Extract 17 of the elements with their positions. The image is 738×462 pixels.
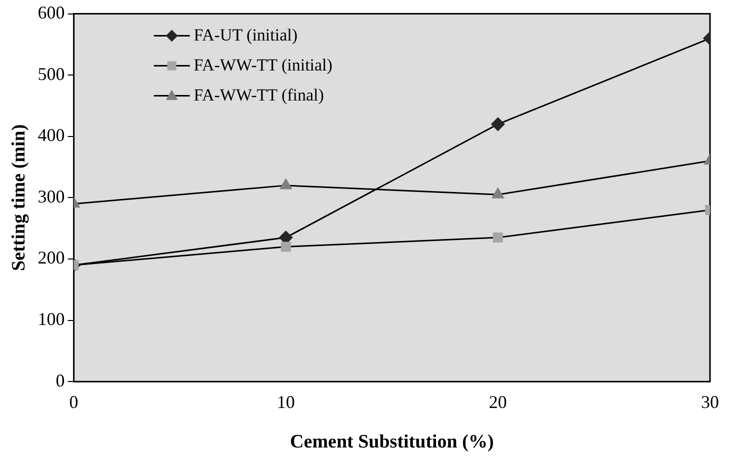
- y-tick-label: 600: [38, 2, 65, 23]
- x-tick-label: 20: [488, 392, 507, 412]
- y-tick-label: 400: [38, 125, 65, 146]
- y-tick-label: 100: [38, 309, 65, 330]
- x-tick-label: 30: [701, 392, 719, 412]
- x-tick-label: 0: [69, 392, 78, 412]
- x-axis-title: Cement Substitution (%): [290, 432, 494, 453]
- legend-label: FA-WW-TT (final): [194, 85, 324, 104]
- y-tick-label: 0: [56, 370, 65, 390]
- y-axis-title: Setting time (min): [8, 124, 30, 272]
- legend-label: FA-WW-TT (initial): [194, 55, 332, 74]
- y-tick-label: 200: [38, 248, 65, 268]
- legend-label: FA-UT (initial): [194, 25, 298, 44]
- point: [491, 117, 505, 131]
- y-tick-label: 300: [38, 186, 65, 206]
- x-tick-label: 10: [276, 392, 295, 412]
- y-tick-label: 500: [38, 64, 65, 84]
